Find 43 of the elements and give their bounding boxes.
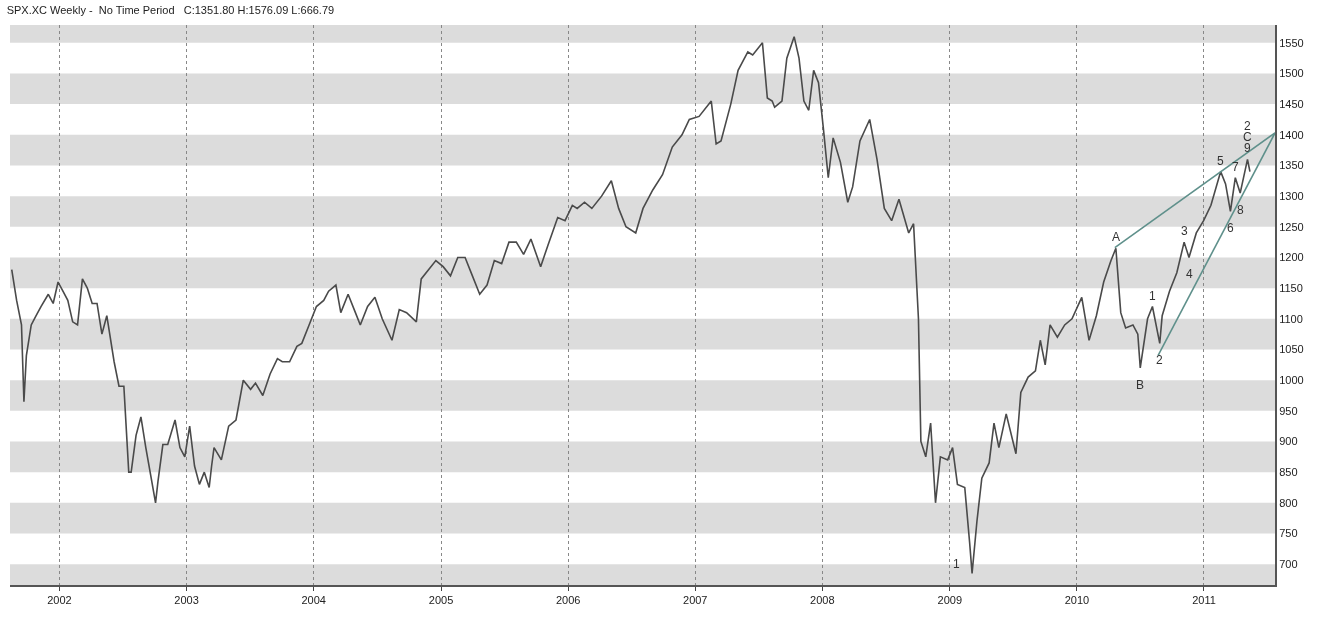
- annotation: A: [1112, 230, 1121, 244]
- y-tick-label: 1150: [1279, 281, 1303, 294]
- y-tick-label: 1050: [1279, 343, 1304, 356]
- y-tick-label: 1000: [1279, 373, 1304, 386]
- y-tick-label: 1500: [1279, 67, 1304, 80]
- y-tick-label: 1400: [1279, 128, 1304, 141]
- x-tick-label: 2003: [174, 594, 199, 607]
- x-tick-label: 2005: [428, 594, 454, 607]
- y-tick-label: 1550: [1279, 36, 1304, 49]
- y-tick-label: 1250: [1279, 220, 1304, 233]
- annotation: 5: [1217, 154, 1224, 168]
- x-tick-label: 2004: [301, 594, 326, 607]
- y-tick-label: 1100: [1279, 312, 1303, 325]
- annotation: 3: [1181, 224, 1188, 238]
- y-tick-label: 800: [1279, 496, 1298, 509]
- annotation: 2: [1156, 353, 1163, 367]
- annotation: B: [1136, 378, 1145, 392]
- y-tick-label: 1300: [1279, 189, 1304, 202]
- y-tick-label: 700: [1279, 558, 1298, 570]
- y-tick-label: 750: [1279, 527, 1298, 540]
- chart-title: SPX.XC Weekly - No Time Period C:1351.80 H:1576.09 L:666.79: [6, 3, 335, 16]
- x-tick-label: 2010: [1064, 594, 1090, 607]
- x-tick-label: 2009: [937, 594, 963, 607]
- annotation: 2: [1244, 119, 1251, 133]
- y-tick-label: 1350: [1279, 159, 1304, 172]
- y-tick-label: 950: [1279, 404, 1298, 417]
- y-tick-label: 1200: [1279, 251, 1304, 264]
- annotation: 1: [1149, 289, 1156, 303]
- x-tick-label: 2008: [810, 594, 835, 607]
- y-tick-label: 1450: [1279, 97, 1304, 110]
- annotation: 7: [1232, 160, 1239, 174]
- y-tick-label: 850: [1279, 465, 1298, 478]
- annotation: 6: [1227, 221, 1234, 235]
- annotation: 8: [1237, 203, 1244, 217]
- x-tick-label: 2006: [555, 594, 581, 607]
- annotation: 1: [953, 557, 960, 571]
- x-tick-label: 2002: [47, 594, 72, 607]
- y-tick-label: 900: [1279, 435, 1298, 448]
- annotation: C: [1243, 130, 1252, 144]
- x-tick-label: 2007: [683, 594, 708, 607]
- annotation: 4: [1186, 267, 1193, 281]
- annotation: 9: [1244, 141, 1251, 155]
- x-tick-label: 2011: [1192, 594, 1216, 607]
